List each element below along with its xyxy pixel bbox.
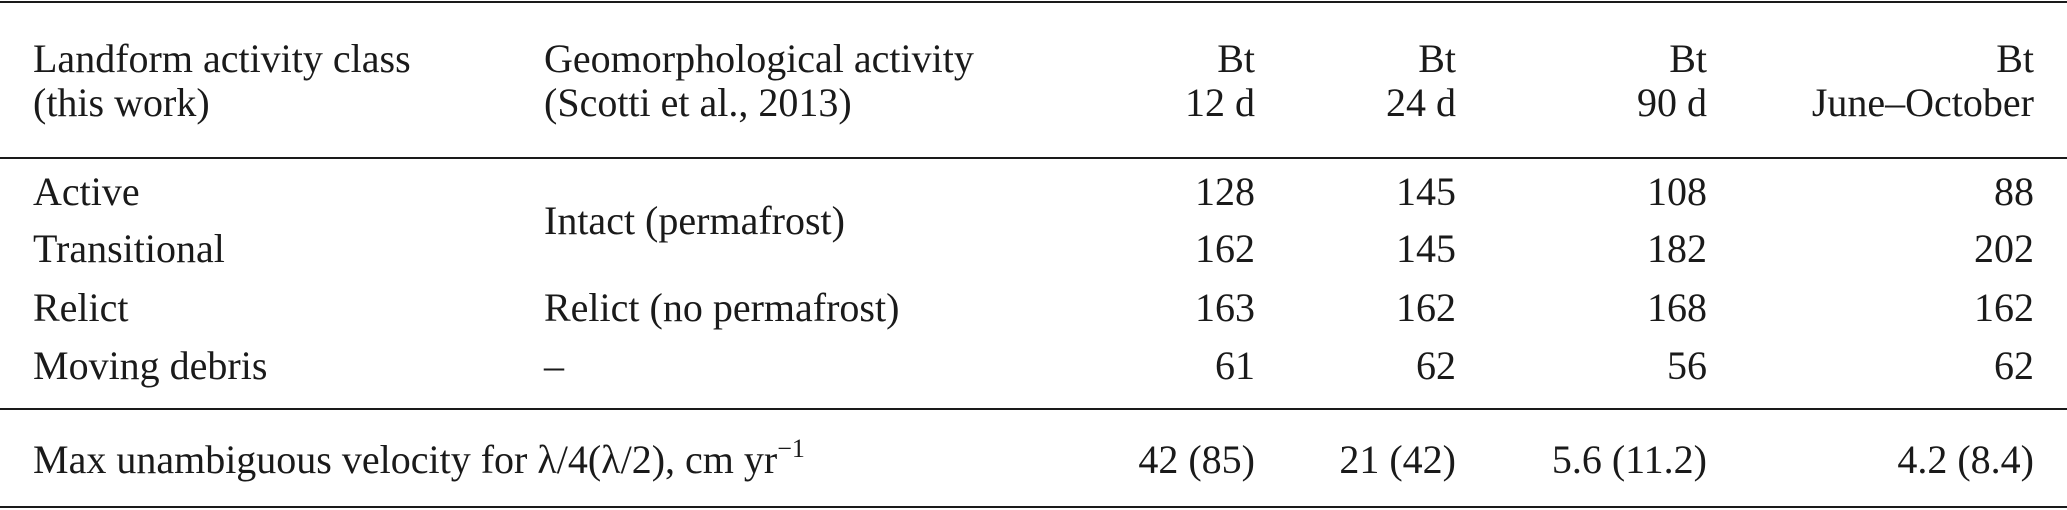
row-label: Moving debris: [33, 343, 268, 388]
value-cell: 162: [1195, 226, 1255, 271]
row-label: Relict: [33, 285, 129, 330]
activity-cell: Relict (no permafrost): [544, 285, 900, 330]
value-cell: 128: [1195, 169, 1255, 214]
value-cell: 162: [1974, 285, 2034, 330]
header-cell: 90 d: [1637, 80, 1707, 125]
header-cell: (Scotti et al., 2013): [544, 80, 852, 125]
header-cell: Bt: [1217, 36, 1255, 81]
footer-label: Max unambiguous velocity for λ/4(λ/2), c…: [33, 436, 805, 482]
header-cell: Landform activity class: [33, 36, 411, 81]
activity-cell: –: [544, 343, 564, 388]
value-cell: 145: [1396, 226, 1456, 271]
footer-value: 42 (85): [1138, 437, 1255, 482]
value-cell: 162: [1396, 285, 1456, 330]
value-cell: 145: [1396, 169, 1456, 214]
footer-label-sup: −1: [777, 434, 805, 463]
header-cell: 24 d: [1386, 80, 1456, 125]
value-cell: 62: [1994, 343, 2034, 388]
footer-value: 5.6 (11.2): [1551, 437, 1707, 482]
body-rule: [0, 408, 2067, 410]
activity-cell: Intact (permafrost): [544, 197, 845, 243]
header-rule: [0, 157, 2067, 159]
header-cell: Bt: [1996, 36, 2034, 81]
value-cell: 56: [1667, 343, 1707, 388]
value-cell: 182: [1647, 226, 1707, 271]
value-cell: 168: [1647, 285, 1707, 330]
footer-value: 4.2 (8.4): [1897, 437, 2034, 482]
row-label: Active: [33, 169, 140, 214]
value-cell: 163: [1195, 285, 1255, 330]
top-rule: [0, 1, 2067, 3]
header-cell: 12 d: [1185, 80, 1255, 125]
header-cell: Geomorphological activity: [544, 36, 974, 81]
value-cell: 108: [1647, 169, 1707, 214]
value-cell: 61: [1215, 343, 1255, 388]
value-cell: 62: [1416, 343, 1456, 388]
header-cell: Bt: [1669, 36, 1707, 81]
bottom-rule: [0, 506, 2067, 508]
row-label: Transitional: [33, 226, 225, 271]
footer-label-text: Max unambiguous velocity for λ/4(λ/2), c…: [33, 437, 778, 482]
header-cell: Bt: [1418, 36, 1456, 81]
footer-value: 21 (42): [1339, 437, 1456, 482]
value-cell: 202: [1974, 226, 2034, 271]
value-cell: 88: [1994, 169, 2034, 214]
header-cell: June–October: [1811, 80, 2034, 125]
header-cell: (this work): [33, 80, 210, 125]
